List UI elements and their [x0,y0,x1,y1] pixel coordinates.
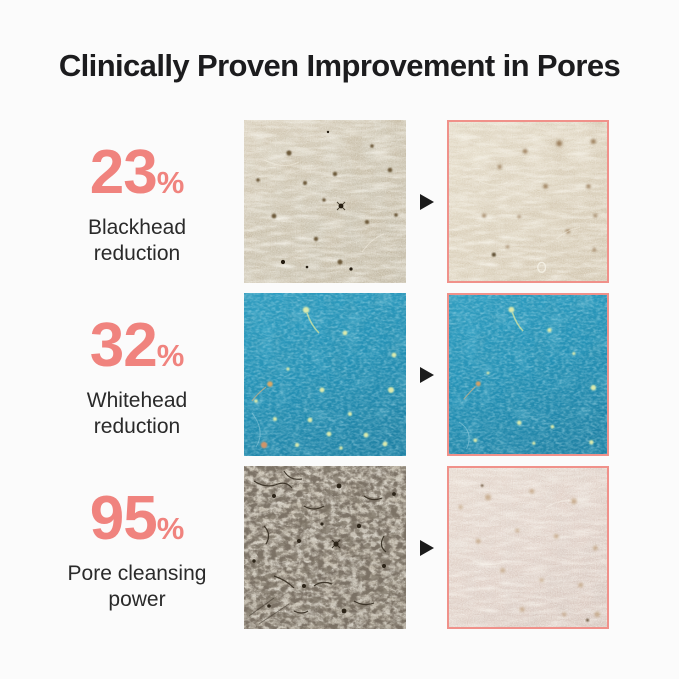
comparison-row-pore-cleansing: 95% Pore cleansing power [0,466,679,629]
arrow-right-icon [419,193,434,210]
after-image-blackheads [447,120,609,283]
stat-label: Whitehead reduction [86,388,188,438]
percent-sign: % [156,337,185,373]
after-image-pores [447,466,609,629]
percent-value: 95 [89,483,158,553]
stat-block-whitehead: 32% Whitehead reduction [30,314,244,440]
arrow-right-icon [419,539,434,556]
stat-label: Pore cleansing power [67,561,207,611]
stat-percent: 32% [30,314,244,377]
comparison-row-blackhead: 23% Blackhead reduction [0,120,679,283]
before-image-whiteheads [244,293,406,456]
after-image-whiteheads [447,293,609,456]
percent-value: 32 [89,310,158,380]
arrow-cell [406,539,447,556]
percent-sign: % [156,164,185,200]
stat-label: Blackhead reduction [87,215,187,265]
percent-value: 23 [89,137,158,207]
stat-block-blackhead: 23% Blackhead reduction [30,141,244,267]
stat-percent: 95% [30,487,244,550]
stat-block-pore-cleansing: 95% Pore cleansing power [30,487,244,613]
comparison-rows: 23% Blackhead reduction [0,120,679,629]
before-image-blackheads [244,120,406,283]
percent-sign: % [156,510,185,546]
comparison-row-whitehead: 32% Whitehead reduction [0,293,679,456]
arrow-right-icon [419,366,434,383]
before-image-pores [244,466,406,629]
arrow-cell [406,193,447,210]
stat-percent: 23% [30,141,244,204]
arrow-cell [406,366,447,383]
page-title: Clinically Proven Improvement in Pores [58,48,621,83]
